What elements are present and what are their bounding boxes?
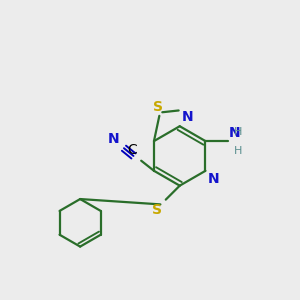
Text: C: C — [127, 143, 137, 157]
Text: N: N — [229, 126, 240, 140]
Text: N: N — [108, 131, 119, 146]
Text: S: S — [153, 100, 164, 114]
Text: H: H — [234, 127, 243, 136]
Text: N: N — [182, 110, 194, 124]
Text: N: N — [208, 172, 219, 186]
Text: S: S — [152, 202, 162, 217]
Text: H: H — [234, 146, 243, 155]
